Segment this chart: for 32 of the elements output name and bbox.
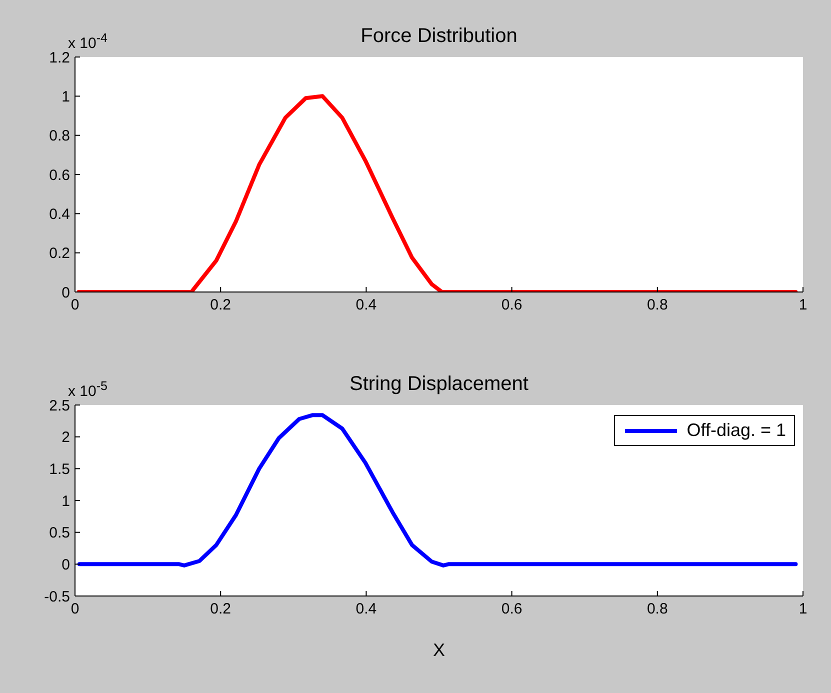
y-tick-label: 2.5 <box>49 397 70 414</box>
y-tick-label: 0.5 <box>49 524 70 542</box>
x-tick-label: 0.6 <box>501 296 522 314</box>
x-tick-label: 0.8 <box>646 296 668 314</box>
text: x 10$^{-5}$ <box>68 379 108 400</box>
y-tick-label: 0.2 <box>49 245 70 262</box>
x-tick-label: 0.4 <box>356 296 377 314</box>
y-tick-label: 0.8 <box>49 128 70 145</box>
line-series <box>77 413 798 568</box>
x-tick-label: 0.2 <box>210 296 232 314</box>
x-tick-label: 0.2 <box>210 600 232 618</box>
y-tick-label: 2 <box>62 429 70 446</box>
y-tick-label: 0 <box>62 284 70 302</box>
y-tick-label: 0.4 <box>49 206 70 223</box>
y-tick-label: 0.6 <box>49 166 70 184</box>
y-tick-label: 1 <box>62 492 70 510</box>
x-axis-title: X <box>432 640 446 660</box>
x-tick-label: 1 <box>798 296 808 314</box>
y-tick-label: 0 <box>62 556 70 574</box>
y-tick-label: 1.5 <box>49 460 70 478</box>
x-tick-label: 1 <box>798 600 808 618</box>
line-series <box>76 94 798 292</box>
y-tick-label: 1.2 <box>49 49 70 66</box>
chart-title: String Displacement <box>350 373 528 395</box>
chart-title: Force Distribution <box>360 25 518 47</box>
x-tick-label: 0.8 <box>646 600 668 618</box>
y-tick-label: 1 <box>62 88 70 106</box>
x-tick-label: 0.6 <box>501 600 522 618</box>
y-tick-label: -0.5 <box>44 588 70 606</box>
legend-label: Off-diag. = 1 <box>686 420 786 441</box>
x-tick-label: 0.4 <box>356 600 377 618</box>
text: x 10$^{-4}$ <box>68 31 108 52</box>
